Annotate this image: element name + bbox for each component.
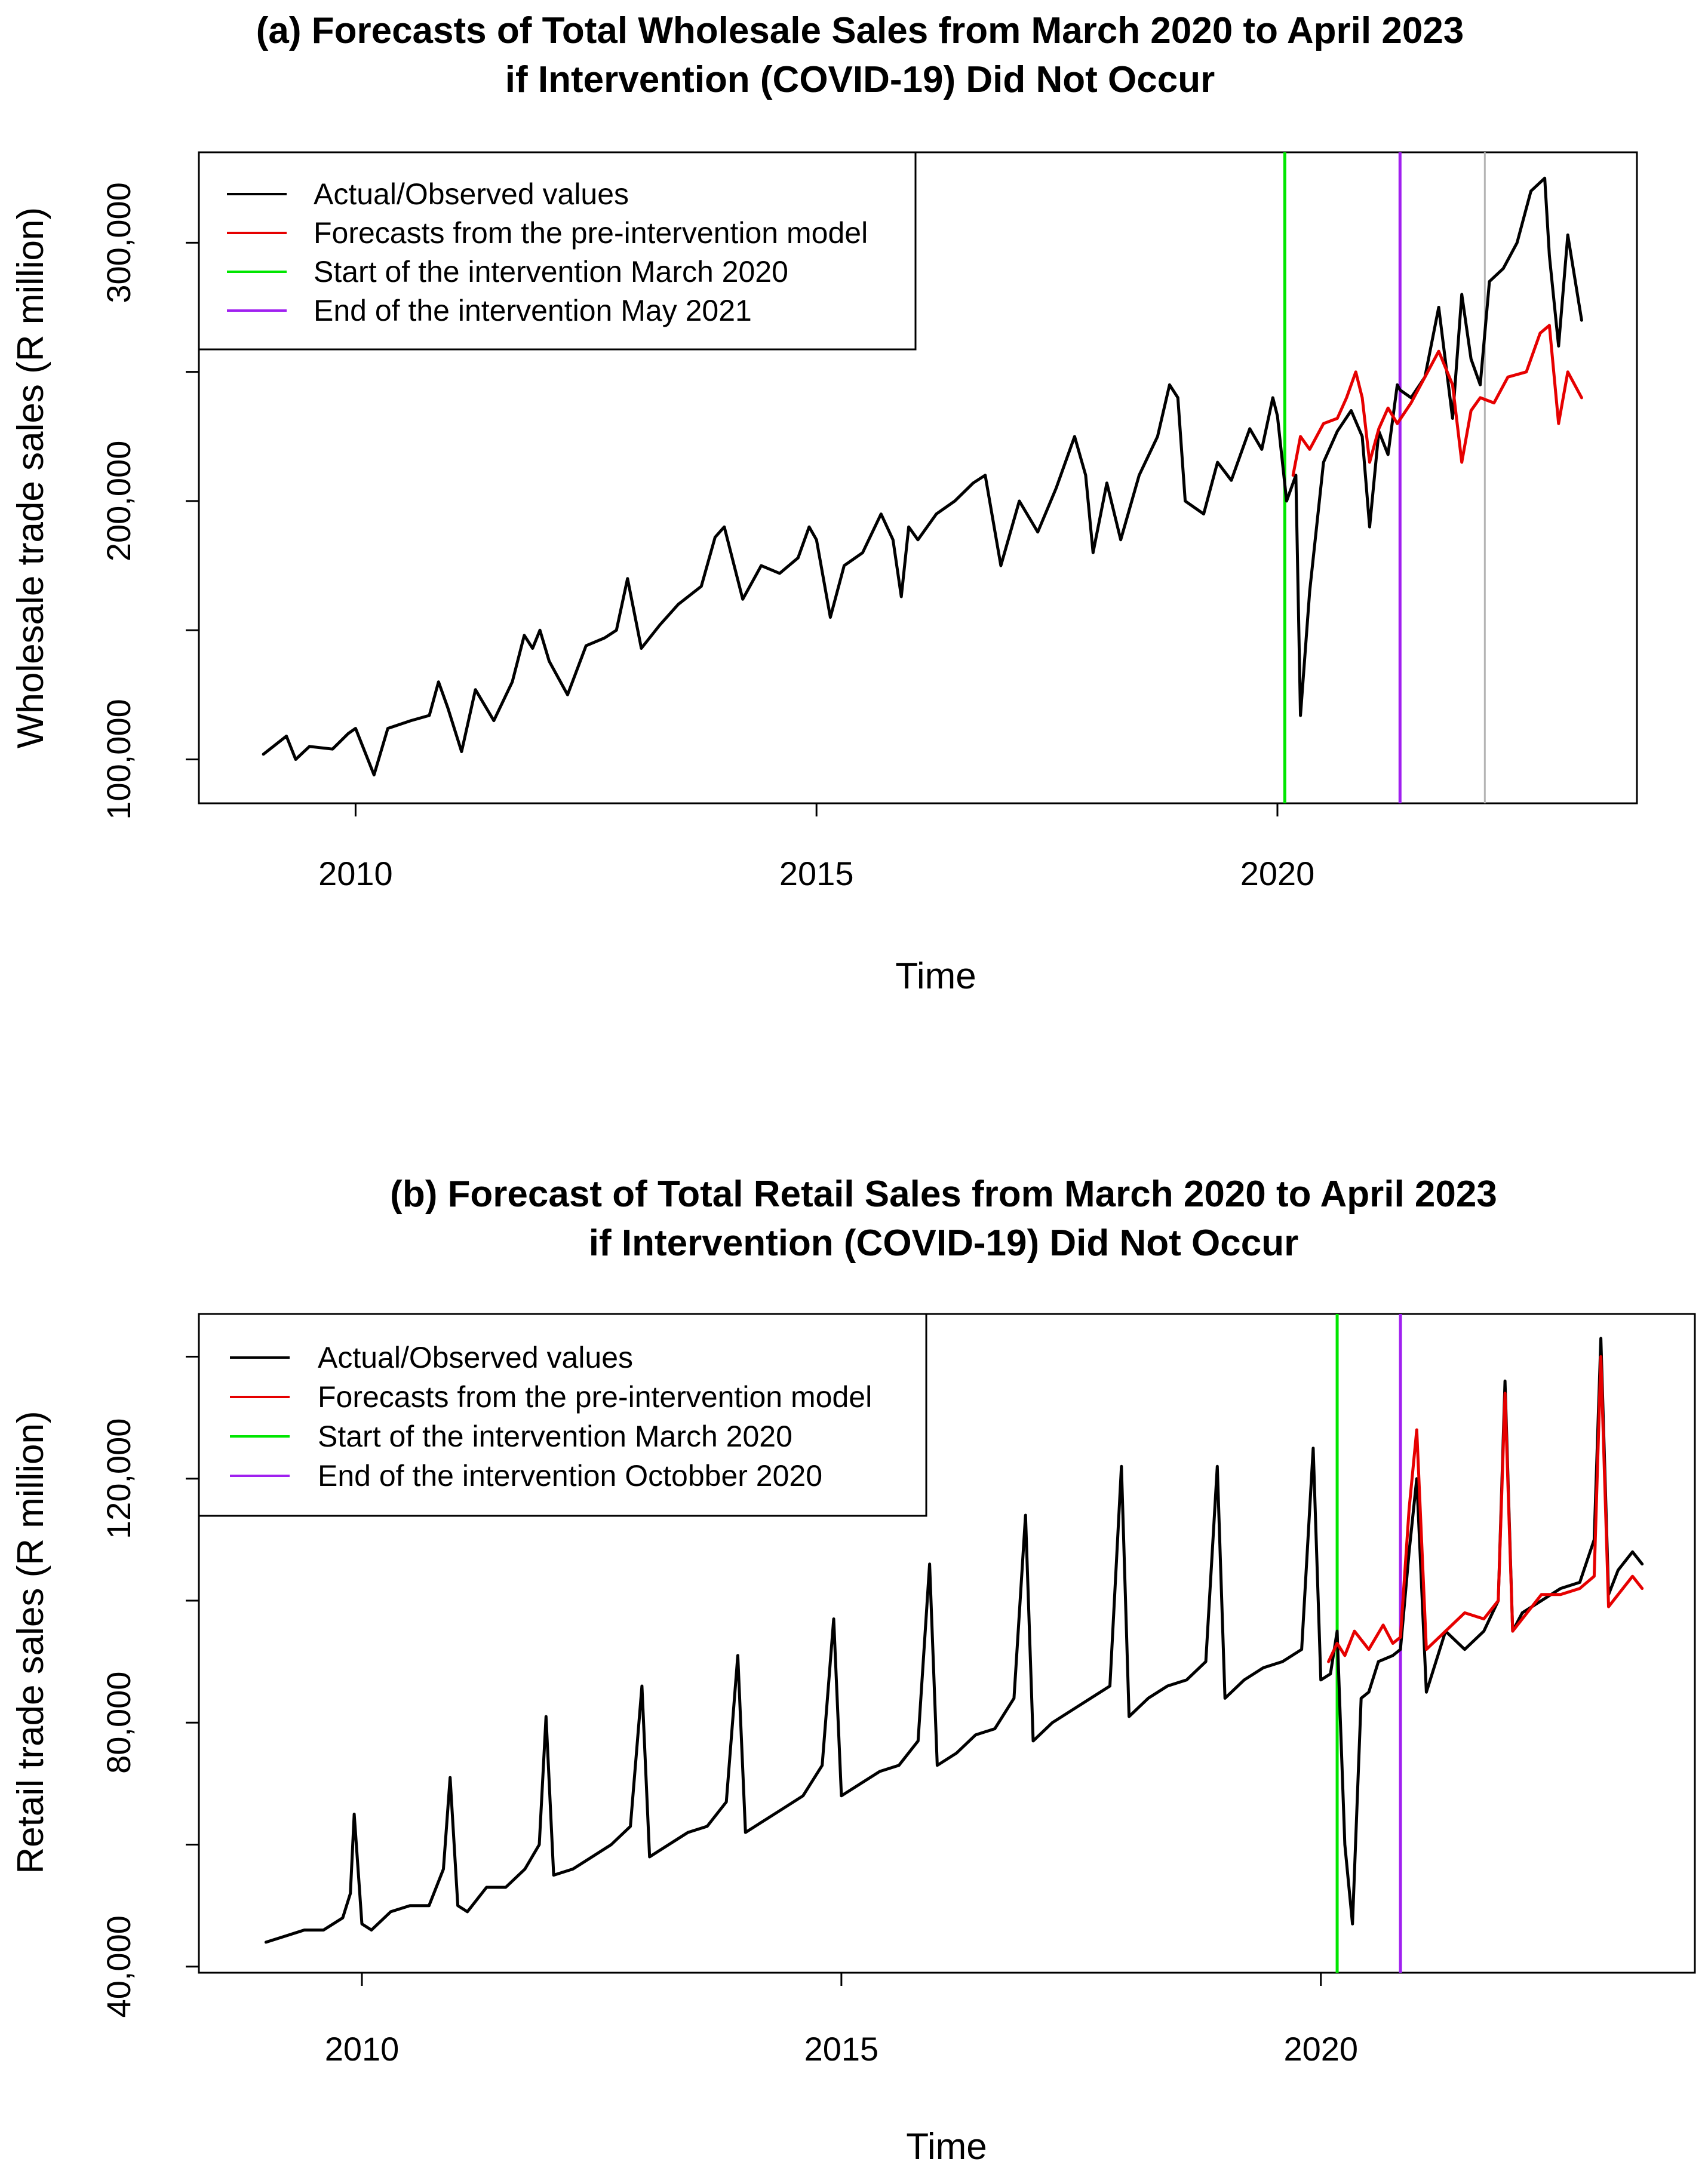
y-tick-label: 80,000 bbox=[100, 1672, 137, 1774]
y-axis-label: Retail trade sales (R million) bbox=[10, 1411, 51, 1874]
chart-title-line-1: (a) Forecasts of Total Wholesale Sales f… bbox=[256, 10, 1464, 51]
legend-label-end: End of the intervention May 2021 bbox=[314, 294, 752, 327]
legend-label-start: Start of the intervention March 2020 bbox=[314, 255, 788, 288]
legend-label-actual: Actual/Observed values bbox=[318, 1341, 633, 1374]
y-tick-label: 120,000 bbox=[100, 1418, 137, 1539]
chart-title-line-2: if Intervention (COVID-19) Did Not Occur bbox=[589, 1223, 1298, 1264]
plot-area bbox=[198, 1313, 1696, 1974]
legend: Actual/Observed values Forecasts from th… bbox=[198, 1313, 927, 1517]
chart-title-line-2: if Intervention (COVID-19) Did Not Occur bbox=[505, 59, 1215, 100]
series-line-actual bbox=[264, 1337, 1644, 1944]
y-tick-label: 300,000 bbox=[100, 182, 137, 303]
series-line-forecast bbox=[1291, 324, 1583, 477]
series-line-forecast bbox=[1327, 1355, 1644, 1663]
x-tick-label: 2010 bbox=[325, 2030, 400, 2068]
series-lines bbox=[264, 1337, 1644, 1944]
series-lines bbox=[262, 176, 1583, 776]
intervention-lines bbox=[1283, 152, 1486, 803]
legend-box bbox=[198, 151, 917, 351]
chart-title-line-1: (b) Forecast of Total Retail Sales from … bbox=[390, 1174, 1497, 1215]
legend: Actual/Observed values Forecasts from th… bbox=[198, 151, 917, 351]
y-axis-label: Wholesale trade sales (R million) bbox=[10, 207, 51, 748]
series-line-actual bbox=[262, 176, 1583, 776]
legend-label-actual: Actual/Observed values bbox=[314, 177, 629, 211]
x-axis-label: Time bbox=[906, 2126, 987, 2167]
x-tick-label: 2020 bbox=[1283, 2030, 1358, 2068]
legend-label-forecast: Forecasts from the pre-intervention mode… bbox=[314, 216, 868, 250]
y-tick-label: 100,000 bbox=[100, 699, 137, 819]
x-axis-label: Time bbox=[895, 956, 976, 997]
legend-label-end: End of the intervention Octobber 2020 bbox=[318, 1459, 822, 1493]
y-tick-label: 200,000 bbox=[100, 441, 137, 561]
axis-ticks: 2010 2015 2020 40,000 80,000 120,000 bbox=[100, 1355, 1358, 2068]
chart-panel-a: (a) Forecasts of Total Wholesale Sales f… bbox=[10, 10, 1638, 997]
x-tick-label: 2010 bbox=[318, 855, 393, 892]
y-tick-label: 40,000 bbox=[100, 1915, 137, 2018]
plot-area bbox=[198, 151, 1638, 804]
x-tick-label: 2015 bbox=[804, 2030, 879, 2068]
axis-ticks: 2010 2015 2020 100,000 200,000 300,000 bbox=[100, 182, 1314, 892]
legend-label-forecast: Forecasts from the pre-intervention mode… bbox=[318, 1380, 872, 1414]
x-tick-label: 2015 bbox=[779, 855, 854, 892]
chart-panel-b: (b) Forecast of Total Retail Sales from … bbox=[10, 1174, 1696, 2167]
x-tick-label: 2020 bbox=[1240, 855, 1315, 892]
legend-label-start: Start of the intervention March 2020 bbox=[318, 1420, 792, 1453]
legend-box bbox=[198, 1313, 927, 1517]
